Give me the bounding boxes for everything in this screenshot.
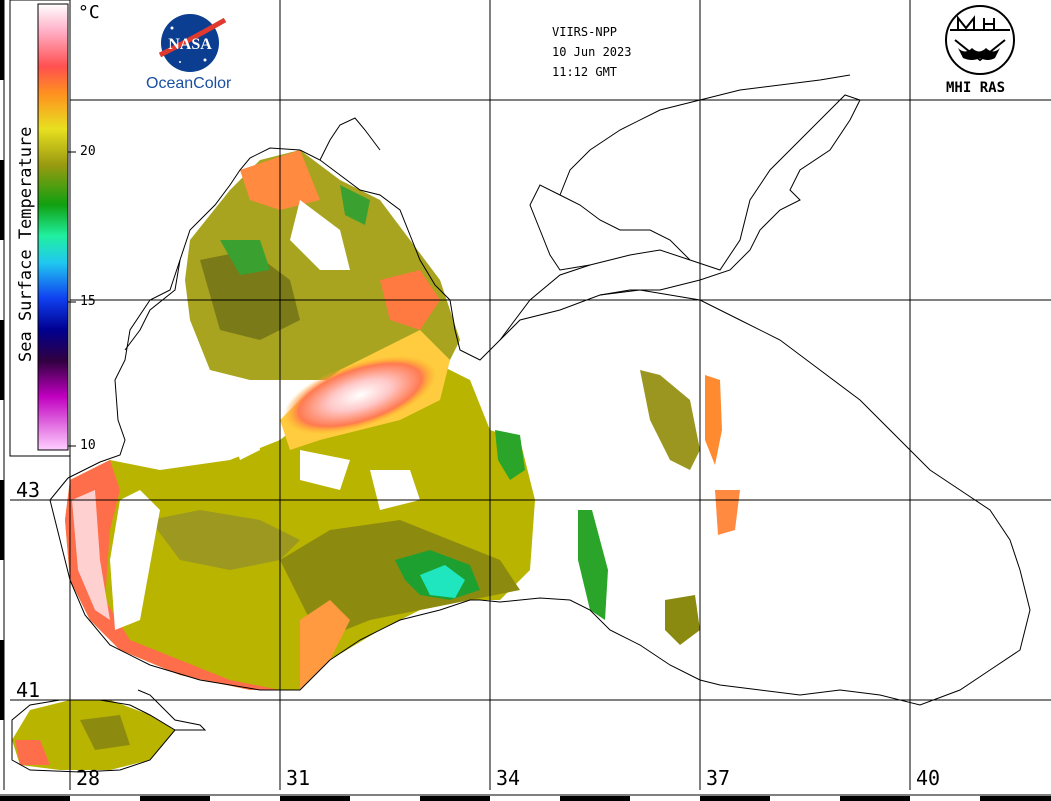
date-label: 10 Jun 2023 [552, 45, 632, 59]
time-label: 11:12 GMT [552, 65, 618, 79]
sensor-label: VIIRS-NPP [552, 25, 618, 39]
left-scale-bar [0, 0, 10, 790]
colorbar-tick-20: 20 [80, 144, 96, 159]
colorbar-tick-15: 15 [80, 294, 96, 309]
colorbar-tick-10: 10 [80, 438, 96, 453]
longitude-label-28: 28 [76, 766, 101, 790]
colorbar-panel [9, 0, 76, 457]
sst-data-layer [12, 150, 740, 770]
svg-text:NASA: NASA [168, 36, 212, 53]
longitude-label-40: 40 [916, 766, 941, 790]
longitude-label-37: 37 [706, 766, 731, 790]
bottom-scale-bar [0, 790, 1051, 801]
colorbar-gradient [37, 3, 69, 451]
nasa-logo: NASA [158, 14, 227, 72]
colorbar-title: Sea Surface Temperature [16, 126, 36, 362]
oceancolor-label: OceanColor [146, 75, 232, 92]
colorbar-unit: °C [78, 2, 100, 23]
mhi-ras-logo [945, 5, 1015, 75]
coastline [11, 74, 1031, 773]
latitude-label-43: 43 [16, 478, 41, 502]
mhi-ras-label: MHI RAS [946, 80, 1006, 96]
latitude-label-41: 41 [16, 678, 41, 702]
longitude-label-34: 34 [496, 766, 521, 790]
longitude-label-31: 31 [286, 766, 311, 790]
